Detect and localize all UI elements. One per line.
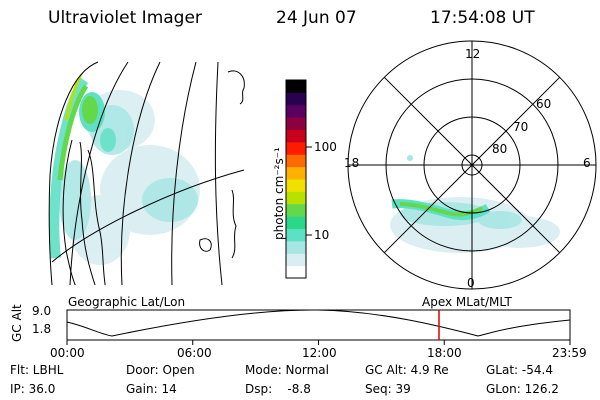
apex-title: Apex MLat/MLT [422,295,512,309]
geo-grid [48,61,245,286]
mlt-label-0: 0 [467,276,475,290]
colorbar-segment [286,166,306,180]
altitude-timeline [66,309,571,345]
colorbar-tick-10: 10 [314,228,330,242]
xtick-1800: 18:00 [427,346,462,360]
colorbar-segment [286,141,306,155]
ip-info: IP: 36.0 [10,382,56,396]
date-label: 24 Jun 07 [276,8,357,28]
colorbar-segment [286,179,306,192]
glat-info: GLat: -54.4 [486,363,553,377]
lat-label-70: 70 [513,120,529,134]
time-label: 17:54:08 UT [430,8,535,28]
colorbar-segment [286,104,306,118]
colorbar-segment [286,240,306,254]
mlt-label-18: 18 [344,156,360,170]
colorbar-segment [286,228,306,242]
colorbar-segment [286,203,306,217]
colorbar-segment [286,129,306,143]
lat-label-80: 80 [492,142,508,156]
colorbar-segment [286,191,306,205]
mlt-label-6: 6 [583,156,591,170]
colorbar-segment [286,216,306,229]
ytick-1-8: 1.8 [32,322,52,336]
door-info: Door: Open [126,363,195,377]
instrument-title: Ultraviolet Imager [48,8,202,28]
xtick-0000: 00:00 [50,346,85,360]
gc-alt-label: GC Alt [10,304,24,342]
colorbar [286,80,306,279]
polar-plot [347,40,597,290]
mlt-label-12: 12 [465,47,481,61]
xtick-1200: 12:00 [302,346,337,360]
geographic-title: Geographic Lat/Lon [68,295,186,309]
xtick-2359: 23:59 [552,346,587,360]
colorbar-segment [286,253,306,267]
colorbar-tick-100: 100 [314,140,337,154]
mode-info: Mode: Normal [245,363,329,377]
colorbar-segment [286,117,306,130]
colorbar-segment [286,92,306,106]
gain-info: Gain: 14 [126,382,177,396]
xtick-0600: 06:00 [177,346,212,360]
colorbar-segment [286,265,306,279]
seq-info: Seq: 39 [365,382,411,396]
geographic-image [49,62,249,285]
colorbar-unit-label: photon cm⁻²s⁻¹ [272,147,286,240]
filter-info: Flt: LBHL [10,363,64,377]
ytick-9: 9.0 [32,304,52,318]
colorbar-segment [286,80,306,93]
dsp-info: Dsp: -8.8 [245,382,311,396]
lat-label-60: 60 [536,97,552,111]
gc-alt-info: GC Alt: 4.9 Re [365,363,449,377]
glon-info: GLon: 126.2 [486,382,559,396]
colorbar-segment [286,154,306,168]
